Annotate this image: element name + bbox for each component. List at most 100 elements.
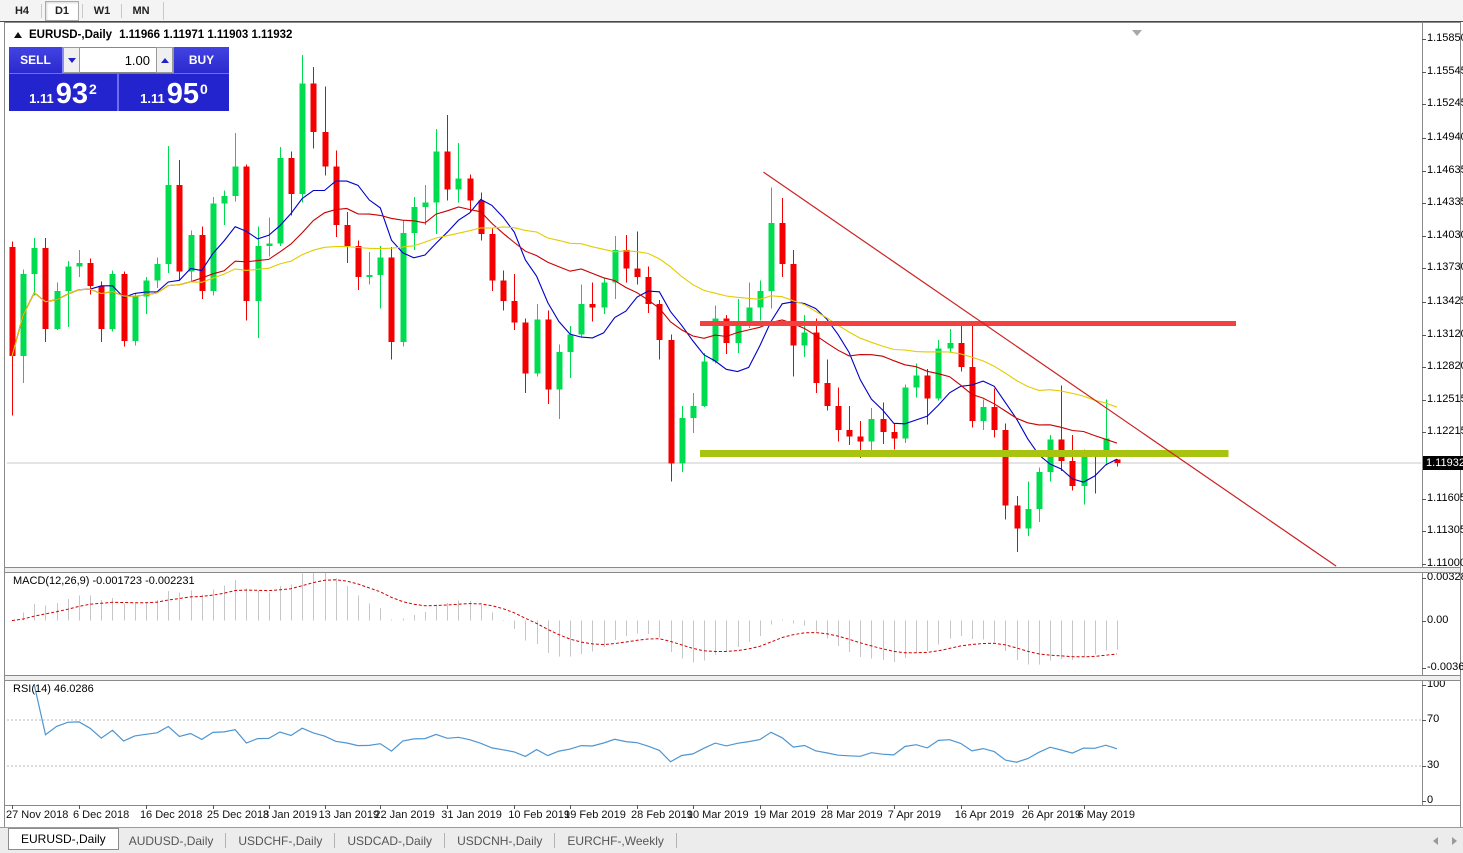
tab-usdcnh-daily[interactable]: USDCNH-,Daily (457, 833, 543, 848)
timeframe-mn-button[interactable]: MN (132, 4, 150, 17)
date-label: 22 Jan 2019 (374, 809, 435, 821)
chart-window: EURUSD-,Daily 1.11966 1.11971 1.11903 1.… (4, 22, 1463, 828)
date-tick (570, 805, 572, 809)
timeframe-toolbar: H4 D1 W1 MN (0, 0, 1463, 22)
date-label: 13 Jan 2019 (318, 809, 380, 821)
macd-axis-tick (1422, 668, 1426, 669)
macd-axis-label: -0.003659 (1427, 661, 1463, 673)
price-axis-tick (1422, 400, 1426, 401)
buy-price-prefix: 1.11 (140, 91, 165, 106)
price-axis-tick (1422, 268, 1426, 270)
price-axis-label: 1.14940 (1427, 130, 1463, 143)
date-tick (268, 805, 270, 809)
date-label: 19 Feb 2019 (564, 809, 626, 821)
date-label: 25 Dec 2018 (206, 809, 270, 821)
date-tick (514, 805, 516, 809)
date-tick (1083, 805, 1085, 809)
macd-axis-tick (1422, 620, 1426, 622)
volume-input[interactable] (80, 47, 156, 73)
tab-usdchf-daily[interactable]: USDCHF-,Daily (238, 833, 323, 848)
arrow-up-icon (160, 57, 169, 63)
toolbar-separator (41, 3, 42, 18)
price-axis-label: 1.11000 (1427, 557, 1463, 569)
chart-ohlc-values: 1.11966 1.11971 1.11903 1.11932 (119, 29, 293, 41)
price-axis-tick (1422, 530, 1426, 532)
tab-scroll-right-icon[interactable] (1452, 837, 1457, 845)
chart-title: EURUSD-,Daily 1.11966 1.11971 1.11903 1.… (14, 29, 292, 41)
chart-shift-marker-icon[interactable] (1132, 30, 1142, 36)
tab-eurusd-daily[interactable]: EURUSD-,Daily (8, 828, 119, 850)
price-axis-label: 1.12215 (1427, 425, 1463, 438)
date-tick (380, 805, 382, 809)
sell-price-big: 93 (55, 78, 89, 110)
date-tick (893, 805, 895, 809)
date-label: 6 Dec 2018 (72, 809, 130, 821)
panel-splitter[interactable] (5, 567, 1460, 573)
volume-decrease-button[interactable] (63, 47, 80, 73)
price-axis-label: 1.11605 (1427, 491, 1463, 504)
date-label: 19 Mar 2019 (753, 809, 816, 821)
timeframe-d1-button[interactable]: D1 (45, 0, 79, 21)
price-axis-tick (1422, 104, 1426, 106)
rsi-panel-chart[interactable] (7, 681, 1421, 805)
time-axis-line (5, 805, 1460, 806)
tab-usdcad-daily[interactable]: USDCAD-,Daily (347, 833, 433, 848)
price-axis-label: 1.15245 (1427, 97, 1463, 110)
buy-price-big: 95 (166, 78, 200, 110)
date-label: 16 Dec 2018 (139, 809, 203, 821)
date-tick (145, 805, 147, 809)
tab-separator (225, 833, 227, 848)
tab-separator (334, 833, 336, 848)
chart-symbol-label: EURUSD-,Daily (29, 29, 113, 41)
sell-price-pip: 2 (89, 81, 97, 97)
price-axis-tick (1422, 432, 1426, 434)
collapse-panel-icon[interactable] (14, 32, 22, 38)
main-price-chart[interactable] (7, 29, 1421, 567)
buy-button[interactable]: BUY (173, 47, 229, 73)
toolbar-separator (163, 1, 164, 20)
date-tick (692, 805, 694, 809)
buy-price-display[interactable]: 1.11 95 0 (119, 74, 229, 111)
timeframe-w1-button[interactable]: W1 (93, 4, 111, 17)
volume-increase-button[interactable] (156, 47, 173, 73)
rsi-axis-tick (1422, 719, 1426, 721)
date-label: 16 Apr 2019 (954, 809, 1015, 821)
date-label: 3 Jan 2019 (262, 809, 318, 821)
panel-splitter[interactable] (5, 675, 1460, 681)
toolbar-separator (121, 3, 122, 18)
rsi-axis-tick (1422, 801, 1426, 802)
tab-eurchf-weekly[interactable]: EURCHF-,Weekly (567, 833, 664, 848)
rsi-axis-label: 70 (1427, 712, 1440, 725)
date-tick (324, 805, 326, 809)
rsi-axis-label: 30 (1427, 759, 1440, 772)
price-axis-tick (1422, 72, 1426, 73)
price-axis-label: 1.14335 (1427, 195, 1463, 208)
date-label: 27 Nov 2018 (6, 809, 69, 821)
price-axis-tick (1422, 236, 1426, 237)
rsi-axis-tick (1422, 685, 1426, 686)
date-label: 28 Mar 2019 (820, 809, 883, 821)
macd-panel-chart[interactable] (7, 573, 1421, 675)
rsi-axis-tick (1422, 766, 1426, 768)
price-axis-label: 1.13730 (1427, 261, 1463, 274)
rsi-indicator-label: RSI(14) 46.0286 (13, 683, 94, 695)
date-tick (12, 805, 13, 809)
tab-audusd-daily[interactable]: AUDUSD-,Daily (128, 833, 214, 848)
timeframe-h4-button[interactable]: H4 (14, 4, 30, 17)
rsi-axis-label: 0 (1427, 794, 1434, 806)
sell-price-display[interactable]: 1.11 93 2 (9, 74, 117, 111)
date-label: 31 Jan 2019 (441, 809, 502, 821)
price-axis-label: 1.11305 (1427, 523, 1463, 536)
date-label: 28 Feb 2019 (631, 809, 693, 821)
price-axis-label: 1.15850 (1427, 32, 1463, 44)
price-axis-label: 1.14030 (1427, 229, 1463, 241)
price-axis-tick (1422, 202, 1426, 204)
tab-scroll-left-icon[interactable] (1433, 837, 1438, 845)
sell-button[interactable]: SELL (9, 47, 63, 73)
date-label: 6 May 2019 (1077, 809, 1135, 821)
date-tick (826, 805, 828, 809)
arrow-down-icon (67, 57, 76, 63)
tab-separator (444, 833, 446, 848)
price-axis-line (1422, 23, 1423, 805)
macd-axis-tick (1422, 578, 1426, 579)
